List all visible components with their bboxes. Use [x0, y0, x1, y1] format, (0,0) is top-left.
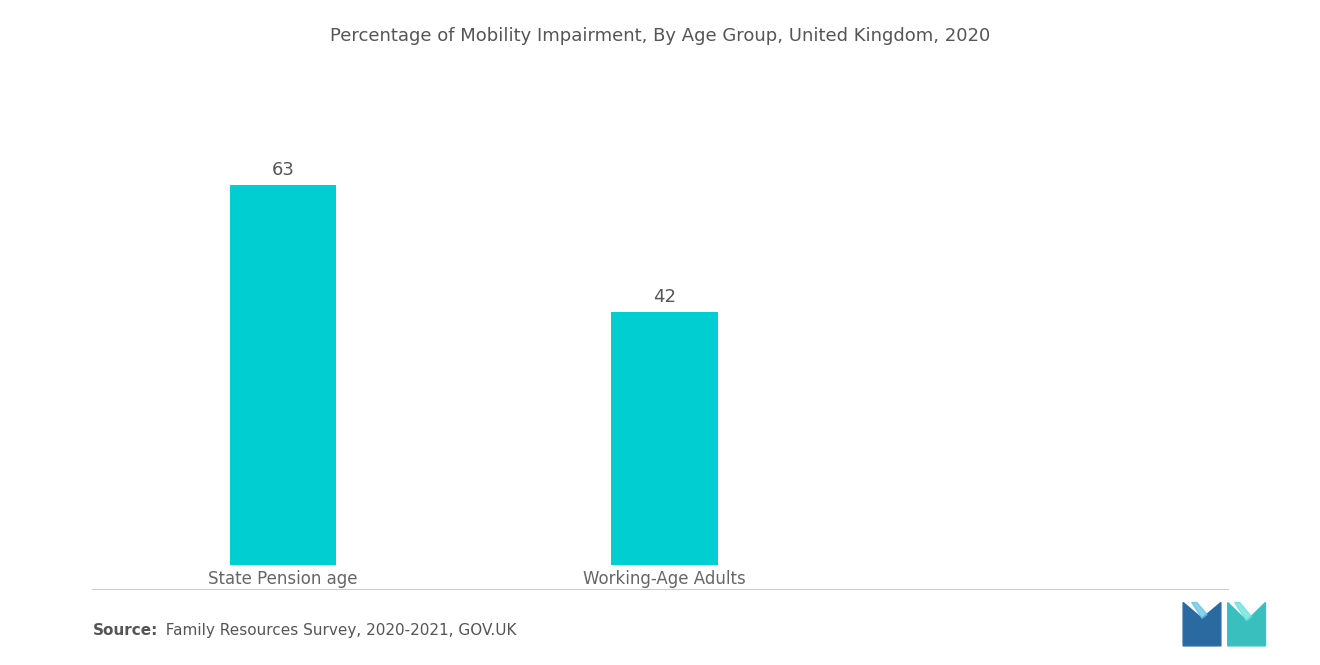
Polygon shape: [1183, 602, 1221, 646]
Text: Percentage of Mobility Impairment, By Age Group, United Kingdom, 2020: Percentage of Mobility Impairment, By Ag…: [330, 27, 990, 45]
Polygon shape: [1192, 602, 1208, 618]
Polygon shape: [1234, 602, 1251, 621]
Bar: [611, 312, 718, 565]
Text: 42: 42: [653, 288, 676, 306]
Text: Family Resources Survey, 2020-2021, GOV.UK: Family Resources Survey, 2020-2021, GOV.…: [156, 623, 516, 638]
Text: 63: 63: [272, 162, 294, 180]
Bar: [230, 186, 337, 565]
Polygon shape: [1228, 602, 1266, 646]
Text: Source:: Source:: [92, 623, 158, 638]
